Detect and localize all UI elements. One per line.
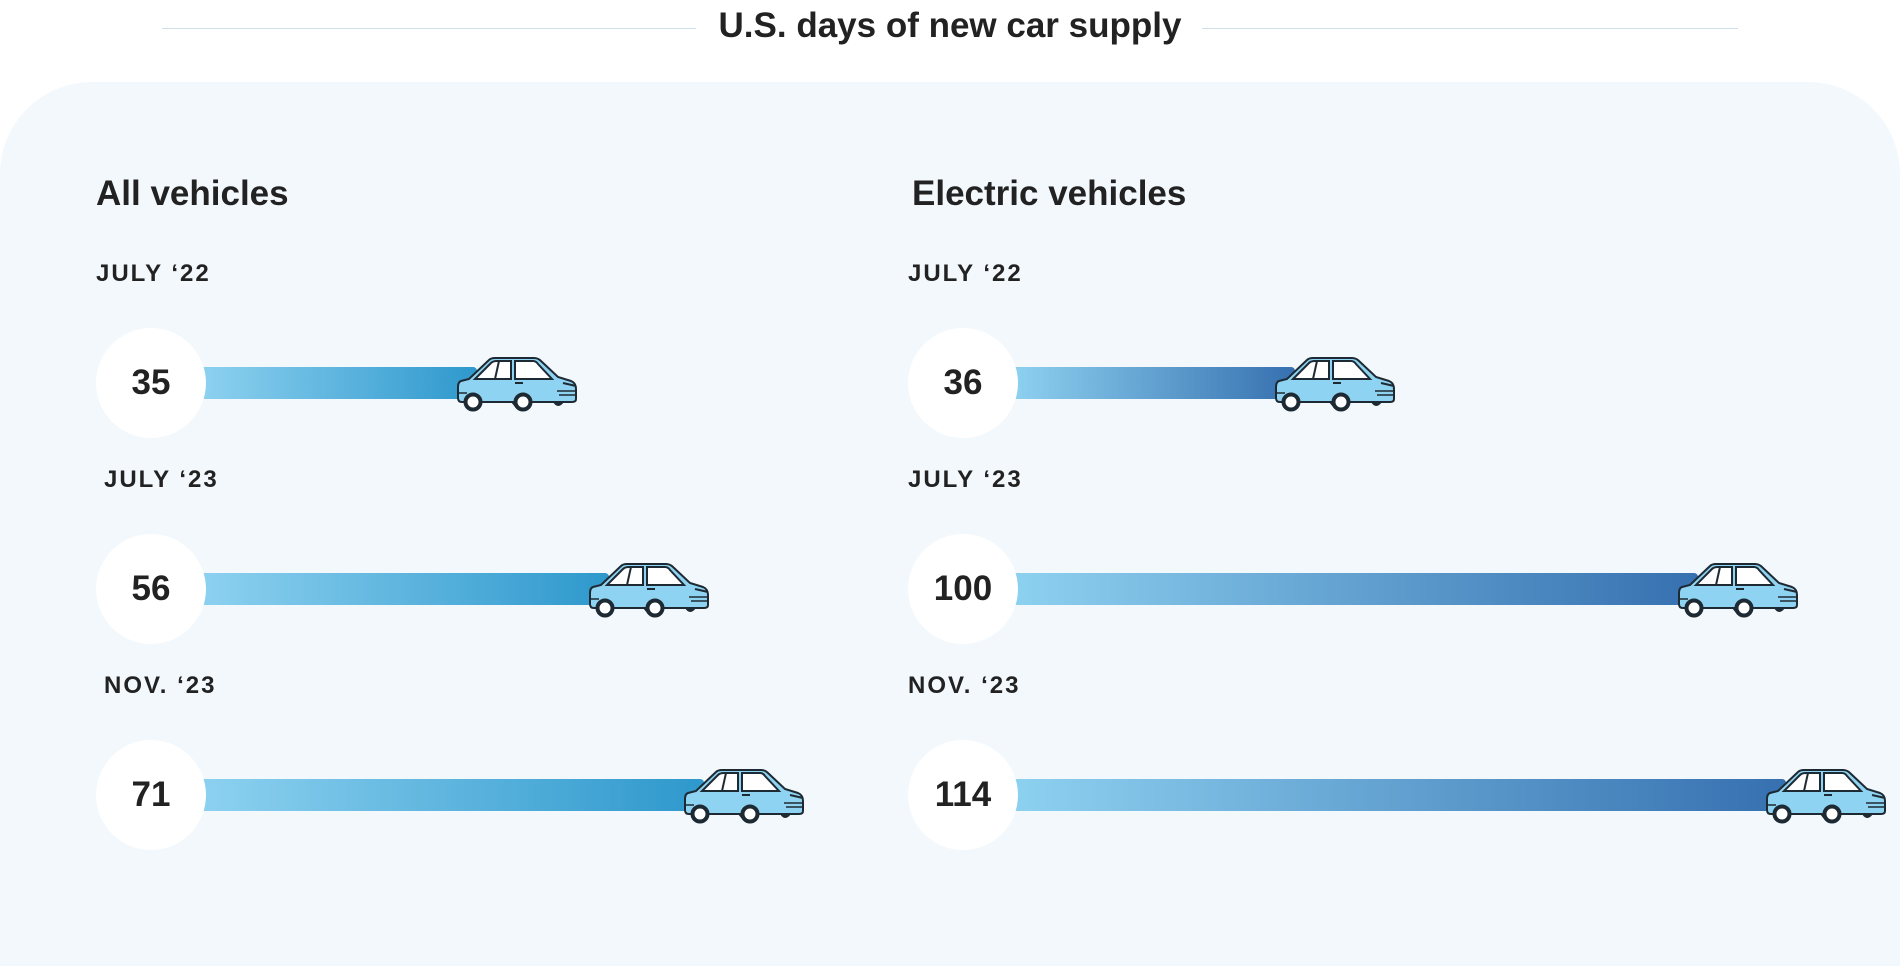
group-title: Electric vehicles xyxy=(912,174,1187,213)
value-label: 36 xyxy=(908,328,1018,438)
bar-row: JULY ‘22 35 xyxy=(96,260,916,460)
car-icon xyxy=(1766,769,1886,824)
category-label: NOV. ‘23 xyxy=(104,672,217,699)
title-divider-left xyxy=(162,28,696,29)
bar xyxy=(202,779,704,811)
title-row: U.S. days of new car supply xyxy=(0,0,1900,58)
car-icon xyxy=(683,769,804,824)
bar-row: JULY ‘23 56 xyxy=(96,466,916,666)
value-label: 56 xyxy=(96,534,206,644)
bar xyxy=(1014,573,1698,605)
car-icon xyxy=(1275,357,1396,412)
bar-row: NOV. ‘23 71 xyxy=(96,672,916,872)
category-label: JULY ‘22 xyxy=(908,260,1023,287)
car-icon xyxy=(1677,563,1798,618)
title-divider-right xyxy=(1202,28,1738,29)
value-label: 71 xyxy=(96,740,206,850)
group-title: All vehicles xyxy=(96,174,289,213)
value-label: 100 xyxy=(908,534,1018,644)
bar xyxy=(1014,367,1296,399)
value-label: 114 xyxy=(908,740,1018,850)
category-label: JULY ‘22 xyxy=(96,260,211,287)
car-icon xyxy=(589,563,710,618)
bar xyxy=(202,367,478,399)
category-label: NOV. ‘23 xyxy=(908,672,1021,699)
bar-row: JULY ‘23 100 xyxy=(908,466,1798,666)
car-icon xyxy=(457,357,578,412)
bar-row: NOV. ‘23 114 xyxy=(908,672,1886,872)
value-label: 35 xyxy=(96,328,206,438)
category-label: JULY ‘23 xyxy=(104,466,219,493)
category-label: JULY ‘23 xyxy=(908,466,1023,493)
bar xyxy=(1014,779,1786,811)
chart-title: U.S. days of new car supply xyxy=(718,6,1182,45)
bar-row: JULY ‘22 36 xyxy=(908,260,1728,460)
bar xyxy=(202,573,610,605)
